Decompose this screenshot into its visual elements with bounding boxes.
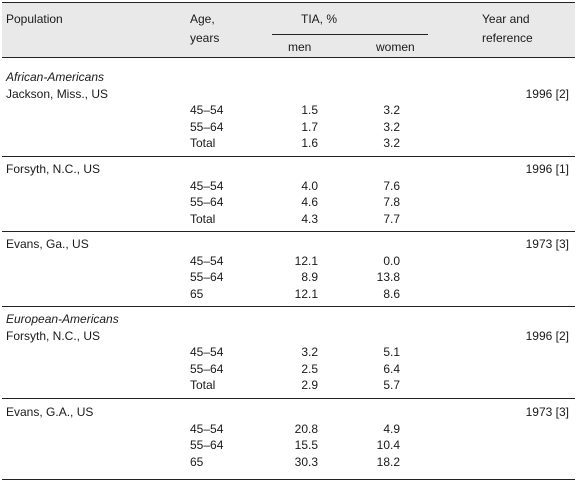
group-label: African-Americans: [6, 70, 105, 84]
table-header-background: [2, 2, 575, 57]
table-top-rule: [2, 2, 575, 3]
men-value-cell: 1.7: [301, 119, 318, 134]
women-value-cell: 0.0: [383, 253, 400, 268]
age-cell: 65: [190, 286, 204, 301]
men-value-cell: 8.9: [301, 270, 318, 284]
men-value-cell: 3.2: [301, 345, 318, 359]
age-cell: 55–64: [190, 361, 224, 376]
women-value-cell: 7.7: [383, 211, 400, 226]
group-divider: [2, 398, 575, 399]
women-value-cell: 3.2: [383, 103, 400, 117]
men-value-cell: 4.6: [301, 195, 318, 209]
women-value-cell: 18.2: [376, 454, 400, 469]
year-reference: 1996 [1]: [525, 162, 569, 176]
men-value-cell: 1.5: [301, 103, 318, 117]
women-value-cell: 7.6: [383, 178, 400, 193]
population-location: Forsyth, N.C., US: [6, 328, 101, 343]
women-value-cell: 3.2: [383, 119, 400, 134]
men-value-cell: 2.5: [301, 361, 318, 376]
age-cell: 65: [190, 454, 204, 469]
age-cell: 45–54: [190, 345, 224, 359]
women-value-cell: 6.4: [383, 361, 400, 376]
age-cell: 55–64: [190, 438, 224, 452]
header-reference-line2: reference: [482, 31, 533, 45]
header-bottom-rule: [2, 57, 575, 58]
population-location: Evans, G.A., US: [6, 405, 94, 419]
tia-subheader-rule: [272, 34, 428, 35]
header-reference: Year and: [482, 12, 530, 26]
year-reference: 1973 [3]: [525, 237, 569, 251]
women-value-cell: 8.6: [383, 286, 400, 301]
women-value-cell: 7.8: [383, 195, 400, 209]
men-value-cell: 4.0: [301, 178, 318, 193]
table-bottom-rule: [2, 479, 575, 480]
women-value-cell: 5.7: [383, 378, 400, 392]
age-cell: 45–54: [190, 103, 224, 117]
header-tia: TIA, %: [301, 12, 338, 26]
population-location: Evans, Ga., US: [6, 237, 89, 251]
men-value-cell: 12.1: [294, 253, 318, 268]
group-label: European-Americans: [6, 312, 119, 326]
women-value-cell: 5.1: [383, 345, 400, 359]
men-value-cell: 12.1: [294, 286, 318, 301]
group-divider: [2, 306, 575, 307]
age-cell: 55–64: [190, 119, 224, 134]
women-value-cell: 4.9: [383, 421, 400, 436]
men-value-cell: 4.3: [301, 211, 318, 226]
age-cell: Total: [190, 211, 216, 226]
men-value-cell: 30.3: [294, 454, 318, 469]
header-population: Population: [6, 12, 63, 26]
age-cell: Total: [190, 378, 216, 392]
men-value-cell: 20.8: [294, 421, 318, 436]
women-value-cell: 13.8: [376, 270, 400, 284]
header-women: women: [376, 40, 415, 54]
age-cell: 55–64: [190, 195, 224, 209]
group-divider: [2, 231, 575, 232]
women-value-cell: 10.4: [376, 438, 400, 452]
age-cell: 55–64: [190, 270, 224, 284]
men-value-cell: 15.5: [294, 438, 318, 452]
year-reference: 1996 [2]: [525, 86, 569, 101]
age-cell: 45–54: [190, 421, 224, 436]
population-location: Forsyth, N.C., US: [6, 162, 101, 176]
population-location: Jackson, Miss., US: [6, 86, 109, 101]
header-age-unit: years: [190, 31, 220, 45]
age-cell: 45–54: [190, 253, 224, 268]
year-reference: 1996 [2]: [525, 328, 569, 343]
men-value-cell: 1.6: [301, 136, 318, 150]
age-cell: 45–54: [190, 178, 224, 193]
header-men: men: [288, 40, 312, 54]
men-value-cell: 2.9: [301, 378, 318, 392]
age-cell: Total: [190, 136, 216, 150]
group-divider: [2, 156, 575, 157]
women-value-cell: 3.2: [383, 136, 400, 150]
year-reference: 1973 [3]: [525, 405, 569, 419]
header-age: Age,: [190, 12, 215, 26]
